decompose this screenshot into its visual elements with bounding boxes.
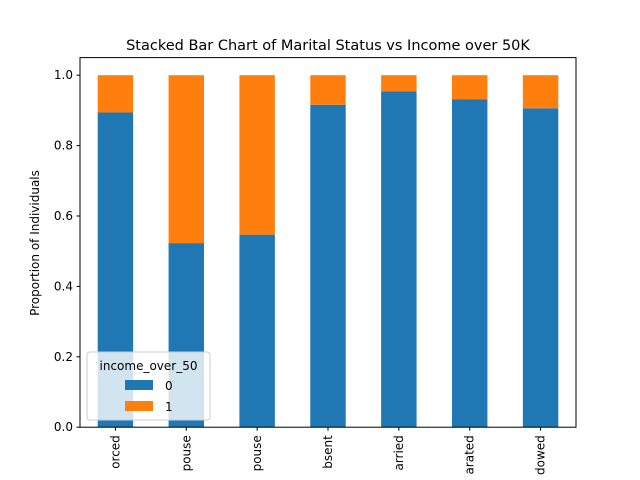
bar-segment-1-4	[381, 75, 417, 92]
bar-segment-0-4	[381, 91, 417, 428]
y-tick-label-0: 0.0	[54, 420, 73, 434]
y-tick-label-5: 1.0	[54, 68, 73, 82]
x-tick-label-6: dowed	[534, 435, 548, 475]
bar-segment-0-2	[239, 234, 275, 428]
bar-segment-1-3	[310, 75, 346, 105]
bar-segment-1-1	[168, 75, 204, 244]
y-axis: 0.0 0.2 0.4 0.6 0.8 1.0	[54, 68, 80, 434]
x-tick-label-1: pouse	[179, 435, 193, 471]
y-tick-label-1: 0.2	[54, 350, 73, 364]
bar-segment-0-3	[310, 104, 346, 428]
y-tick-label-3: 0.6	[54, 209, 73, 223]
x-tick-label-0: orced	[108, 435, 122, 469]
bar-segment-0-5	[452, 99, 488, 428]
bar-segment-1-5	[452, 75, 488, 100]
x-tick-label-4: arried	[392, 435, 406, 470]
plot-frame	[79, 57, 577, 428]
bar-segment-1-2	[239, 75, 275, 235]
legend-label-0: 0	[165, 379, 173, 393]
x-axis: orced pouse pouse bsent arried arated dowed	[108, 427, 548, 475]
legend-label-1: 1	[165, 400, 173, 414]
x-tick-label-5: arated	[463, 435, 477, 474]
bar-segment-1-6	[522, 75, 559, 109]
legend-swatch-1	[125, 401, 153, 411]
y-tick-label-2: 0.4	[54, 279, 73, 293]
chart-title: Stacked Bar Chart of Marital Status vs I…	[126, 38, 530, 54]
legend: income_over_50 0 1	[86, 351, 211, 421]
bars	[97, 75, 559, 428]
y-tick-label-4: 0.8	[54, 139, 73, 153]
y-axis-label: Proportion of Individuals	[28, 170, 42, 316]
bar-segment-1-0	[97, 75, 134, 113]
x-tick-label-3: bsent	[321, 435, 335, 469]
legend-swatch-0	[125, 380, 153, 390]
bar-segment-0-6	[522, 108, 559, 428]
x-tick-label-2: pouse	[250, 435, 264, 471]
legend-title: income_over_50	[100, 359, 198, 373]
